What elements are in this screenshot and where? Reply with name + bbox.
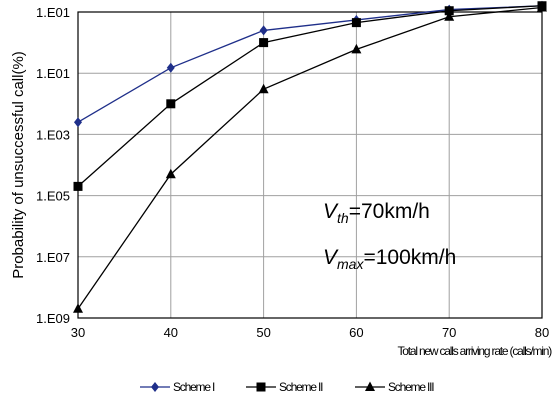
x-axis-label: Total new calls arriving rate (calls/min… — [397, 344, 552, 358]
series-group — [73, 0, 547, 313]
y-tick-labels: 1.E01 1.E01 1.E03 1.E05 1.E07 1.E09 — [36, 5, 70, 326]
data-point — [537, 2, 547, 12]
svg-text:Vth=70km/h: Vth=70km/h — [323, 200, 430, 226]
series-line — [77, 5, 543, 123]
legend-marker — [151, 382, 159, 392]
data-point — [73, 303, 83, 313]
series-1 — [74, 0, 546, 128]
y-axis-label: Probability of unsuccessful call(%) — [10, 51, 27, 279]
annotation-vmax-symbol: V — [323, 246, 339, 269]
x-tick-labels: 30 40 50 60 70 80 — [71, 325, 549, 340]
annotation-vmax-subscript: max — [337, 256, 364, 272]
legend-label: Scheme I — [173, 380, 215, 394]
y-tick-label: 1.E01 — [36, 5, 70, 20]
x-tick-label: 60 — [349, 325, 363, 340]
x-tick-label: 40 — [164, 325, 178, 340]
data-point — [258, 83, 269, 94]
data-point — [444, 11, 455, 21]
y-tick-label: 1.E09 — [36, 311, 70, 326]
series-line — [77, 6, 543, 310]
gridlines — [78, 12, 542, 318]
series-line — [77, 5, 543, 187]
series-3 — [73, 2, 547, 313]
data-point — [166, 62, 175, 73]
legend-marker — [256, 382, 266, 392]
legend-item: Scheme II — [246, 380, 324, 394]
legend-label: Scheme II — [279, 380, 323, 394]
legend-marker — [365, 381, 375, 391]
x-tick-label: 30 — [71, 325, 85, 340]
plot-frame — [77, 11, 543, 319]
svg-text:Vmax=100km/h: Vmax=100km/h — [323, 246, 456, 272]
data-point — [74, 117, 82, 128]
data-point — [444, 6, 454, 16]
annotation-vmax: Vmax=100km/h — [323, 246, 456, 272]
x-tick-label: 70 — [442, 325, 456, 340]
legend: Scheme I Scheme II Scheme III — [140, 380, 435, 394]
y-tick-label: 1.E07 — [36, 250, 70, 265]
data-point — [351, 43, 362, 54]
data-point — [166, 99, 176, 109]
y-tick-label: 1.E05 — [36, 189, 70, 204]
annotation-vmax-value: =100km/h — [363, 246, 456, 269]
data-point — [351, 18, 361, 28]
data-point — [165, 168, 176, 179]
x-tick-label: 50 — [256, 325, 270, 340]
legend-label: Scheme III — [388, 380, 434, 394]
x-tick-label: 80 — [535, 325, 549, 340]
annotation-vth-symbol: V — [323, 200, 339, 223]
legend-item: Scheme III — [355, 380, 435, 394]
annotation-vth: Vth=70km/h — [323, 200, 430, 226]
y-tick-label: 1.E01 — [36, 66, 70, 81]
data-point — [73, 181, 83, 191]
series-2 — [73, 1, 547, 191]
y-tick-label: 1.E03 — [36, 127, 70, 142]
legend-item: Scheme I — [140, 380, 216, 394]
annotation-vth-subscript: th — [337, 210, 349, 226]
annotation-vth-value: =70km/h — [349, 200, 430, 223]
data-point — [259, 25, 268, 36]
data-point — [259, 38, 269, 48]
